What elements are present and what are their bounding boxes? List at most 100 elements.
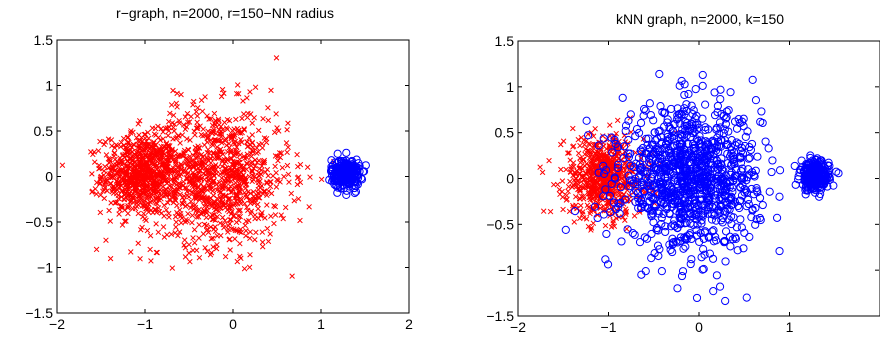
- data-point: [100, 188, 106, 195]
- y-tick-label: 0: [506, 171, 514, 187]
- data-point: [138, 160, 144, 167]
- chart-title: r−graph, n=2000, r=150−NN radius: [116, 5, 334, 21]
- data-point: [539, 169, 546, 176]
- data-point: [540, 208, 547, 214]
- data-point: [764, 144, 773, 153]
- data-point: [118, 157, 124, 164]
- data-point: [97, 209, 104, 216]
- data-point: [550, 181, 557, 188]
- data-point: [775, 246, 784, 256]
- data-point: [124, 139, 131, 146]
- data-point: [139, 203, 146, 209]
- data-point: [116, 211, 122, 217]
- data-point: [691, 85, 700, 94]
- data-point: [565, 188, 571, 195]
- data-point: [135, 144, 141, 151]
- data-point: [107, 158, 113, 164]
- data-point: [124, 148, 131, 154]
- data-point: [753, 152, 762, 161]
- data-point: [602, 222, 609, 229]
- y-tick-label: −1.5: [486, 308, 514, 324]
- data-point: [173, 157, 179, 164]
- data-point: [128, 249, 134, 255]
- data-point: [628, 229, 637, 238]
- data-point: [583, 131, 593, 140]
- data-point: [107, 218, 114, 224]
- data-point: [636, 118, 646, 128]
- data-point: [708, 254, 718, 263]
- data-point: [134, 198, 141, 204]
- data-point: [112, 199, 119, 206]
- data-point: [630, 230, 639, 239]
- data-point: [119, 187, 126, 194]
- data-point: [123, 144, 129, 150]
- data-point: [116, 173, 122, 180]
- data-point: [679, 244, 688, 253]
- data-point: [557, 191, 563, 198]
- data-point: [761, 137, 770, 146]
- data-point: [834, 169, 843, 178]
- data-point: [154, 200, 160, 207]
- data-point: [709, 287, 718, 296]
- data-point: [145, 193, 152, 200]
- data-point: [108, 174, 114, 181]
- data-point: [701, 100, 710, 109]
- data-point: [118, 159, 125, 165]
- points-layer: [537, 69, 843, 306]
- data-point: [163, 207, 170, 213]
- data-point: [136, 178, 142, 185]
- data-point: [119, 222, 126, 228]
- data-point: [161, 202, 167, 209]
- data-point: [107, 255, 114, 262]
- data-point: [163, 140, 170, 146]
- data-point: [657, 267, 666, 276]
- data-point: [757, 107, 766, 116]
- data-point: [567, 178, 573, 185]
- data-point: [127, 199, 133, 205]
- data-point: [560, 206, 566, 213]
- data-point: [130, 141, 137, 148]
- x-tick-label: 0: [695, 319, 703, 335]
- data-point: [145, 206, 151, 212]
- data-point: [177, 140, 183, 146]
- data-point: [135, 156, 141, 163]
- data-point: [698, 81, 707, 91]
- data-point: [137, 151, 144, 157]
- data-point: [546, 157, 552, 164]
- data-point: [149, 160, 156, 166]
- data-point: [127, 147, 134, 153]
- data-point: [89, 171, 95, 177]
- data-point: [150, 180, 157, 187]
- y-tick-label: −0.5: [486, 216, 514, 232]
- data-point: [103, 176, 109, 182]
- data-point: [103, 152, 110, 158]
- data-point: [765, 187, 774, 196]
- data-point: [95, 148, 102, 154]
- data-point: [602, 229, 611, 239]
- data-point: [118, 167, 125, 173]
- data-point: [91, 149, 97, 155]
- data-point: [109, 143, 115, 149]
- data-point: [721, 296, 730, 306]
- data-point: [129, 157, 135, 164]
- data-point: [675, 81, 684, 90]
- data-point: [145, 141, 152, 148]
- data-point: [577, 142, 583, 149]
- data-point: [107, 170, 113, 177]
- data-point: [655, 69, 664, 79]
- data-point: [102, 163, 108, 170]
- data-point: [144, 160, 151, 167]
- data-point: [121, 218, 128, 225]
- data-point: [617, 237, 626, 246]
- data-point: [106, 156, 113, 163]
- data-point: [618, 93, 627, 102]
- data-point: [127, 160, 134, 167]
- x-tick-label: −1: [601, 319, 617, 335]
- data-point: [138, 195, 145, 202]
- data-point: [563, 166, 569, 173]
- data-point: [111, 150, 118, 157]
- y-tick-label: 0.5: [495, 125, 515, 141]
- data-point: [89, 189, 95, 195]
- data-point: [97, 177, 104, 183]
- data-point: [142, 151, 149, 158]
